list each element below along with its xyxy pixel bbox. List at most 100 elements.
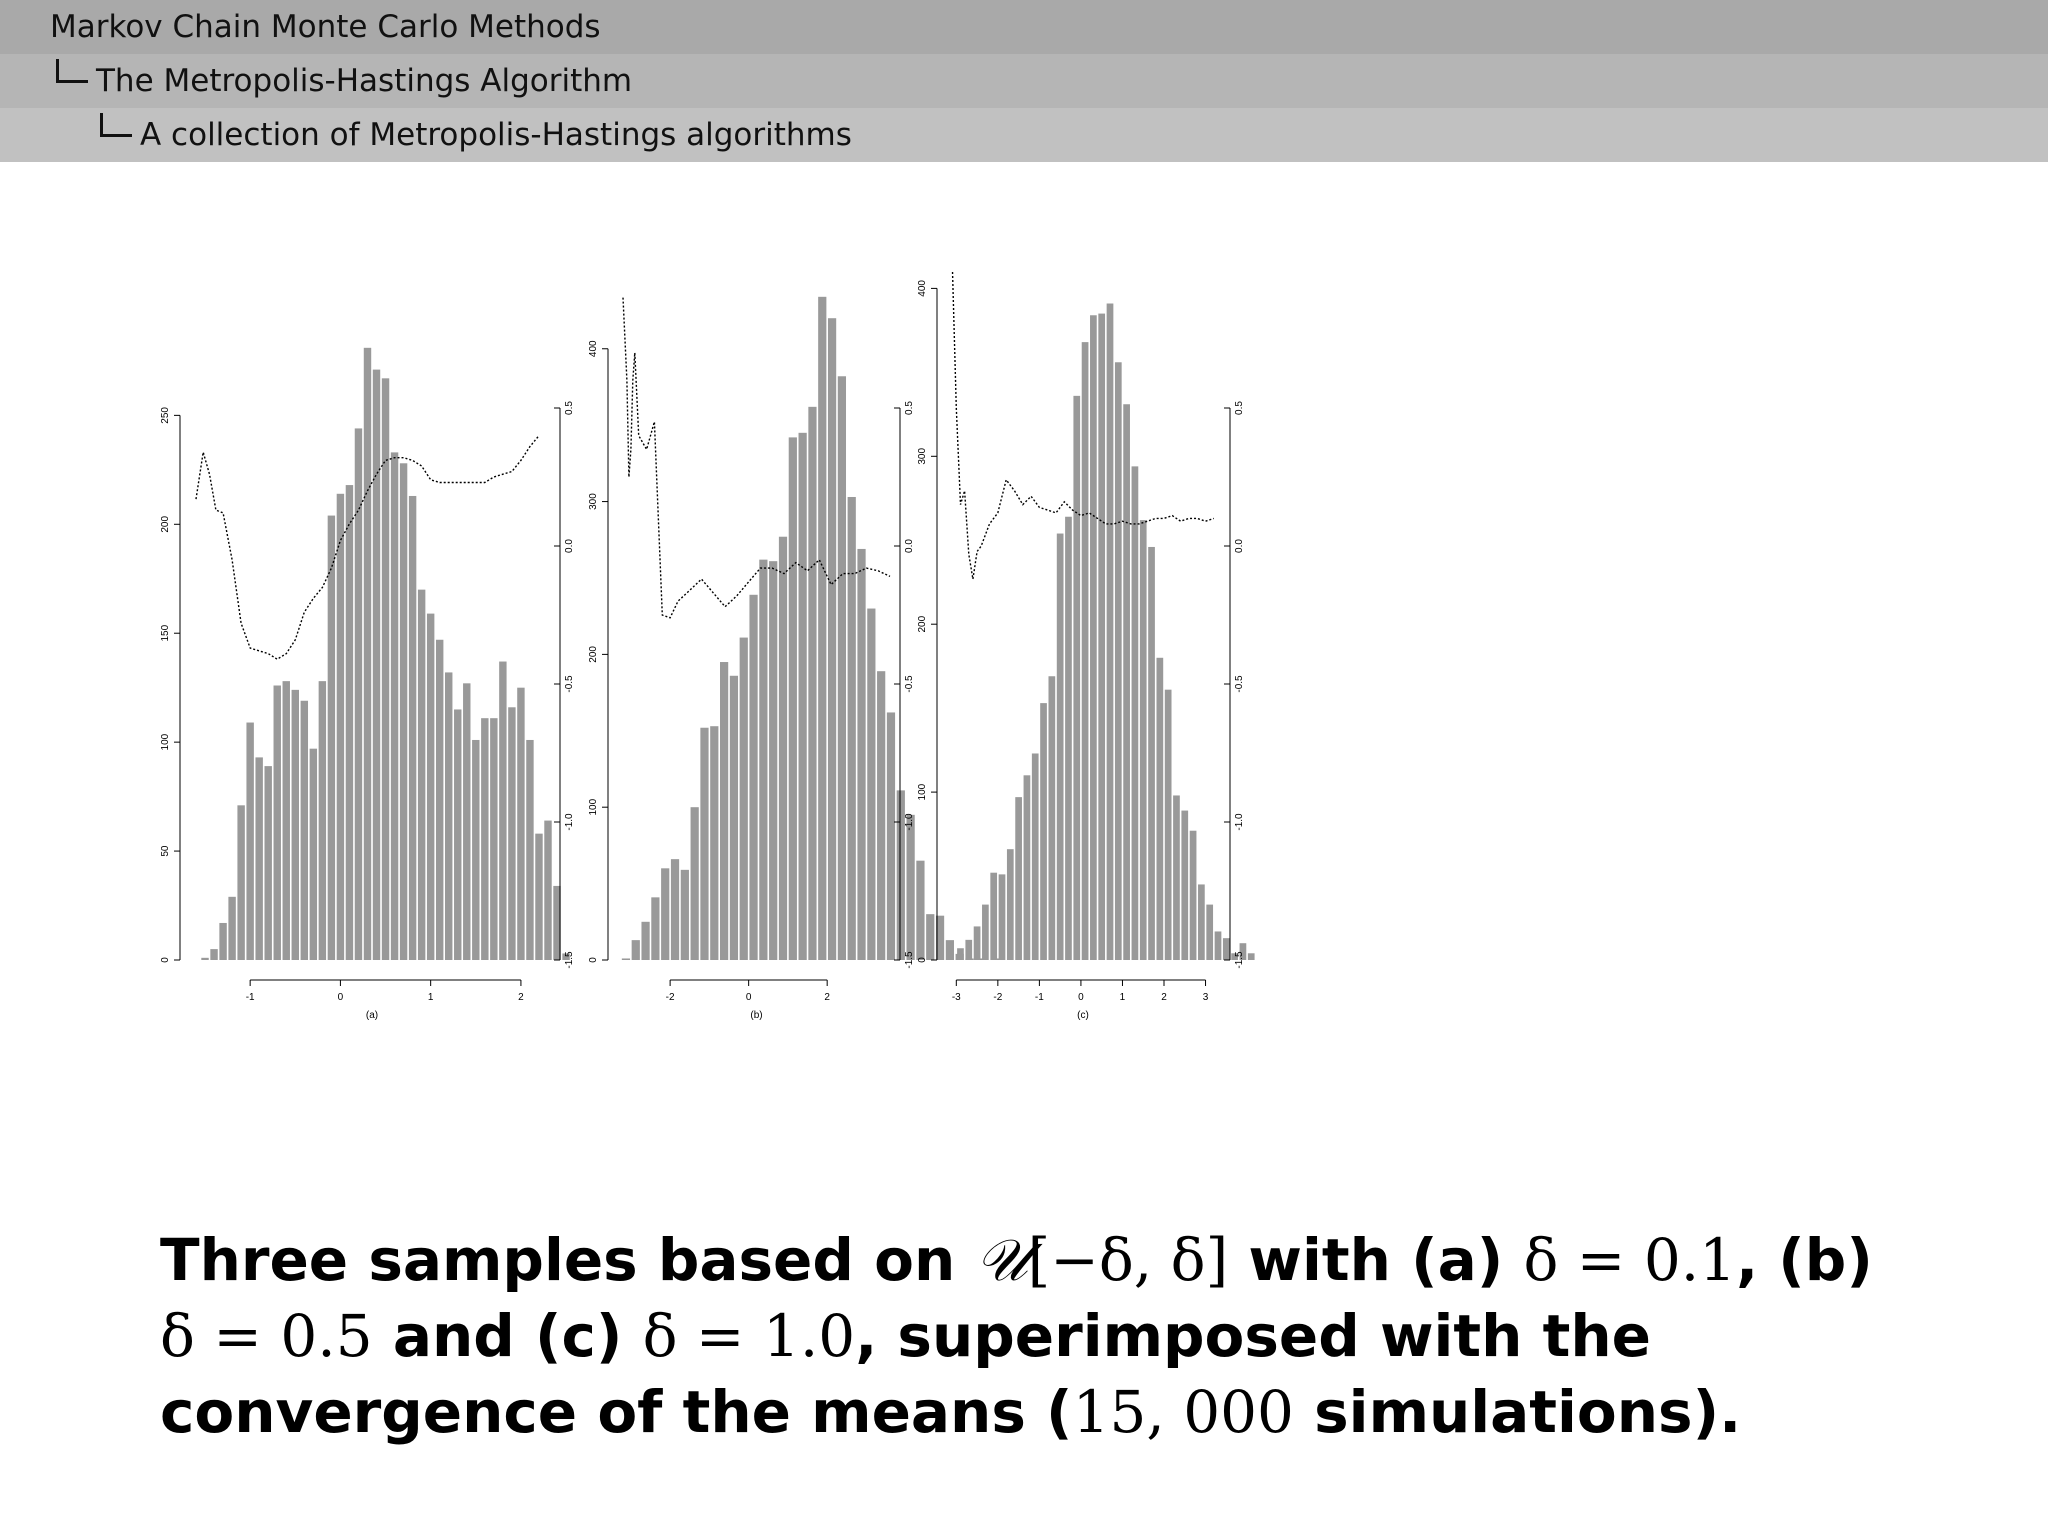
panel-a-bar [264, 766, 272, 960]
panel-b-bar [827, 318, 837, 960]
panel-c-y-tick-label-left: 200 [917, 615, 928, 632]
panel-b-bar [641, 921, 650, 960]
tree-elbow-icon [56, 59, 88, 83]
panel-a-bar [399, 463, 408, 960]
panel-a-bar [282, 681, 290, 960]
panel-c-x-tick-label: -3 [952, 992, 961, 1003]
breadcrumb-level2: The Metropolis-Hastings Algorithm [96, 63, 633, 99]
panel-c-x-tick-label: 0 [1078, 992, 1084, 1003]
panel-a-bar [417, 589, 426, 960]
caption-text: , superimposed with the convergence of t… [160, 1302, 1651, 1446]
panel-b-bar [778, 536, 788, 960]
panel-c-x-tick-label: -1 [1035, 992, 1044, 1003]
panel-c-bar [1048, 676, 1056, 960]
panel-c-bar [965, 939, 973, 960]
panel-c-bar [1173, 795, 1180, 960]
panel-b-x-tick-label: 0 [746, 992, 752, 1003]
panel-c-bar [1090, 315, 1097, 960]
tree-elbow-icon [100, 113, 132, 137]
panel-a-bar [318, 681, 327, 960]
panel-a-bar [535, 833, 543, 960]
panel-c-bar [1081, 342, 1089, 961]
panel-c-bar [1023, 775, 1031, 960]
panel-b-bar [808, 406, 817, 961]
panel-b-bar [769, 561, 778, 960]
panel-a-bar [246, 722, 254, 960]
panel-c-bar [990, 872, 998, 960]
panel-b-bar [749, 594, 758, 960]
panel-c-y-tick-label-left: 400 [917, 280, 928, 297]
panel-b-bar [670, 859, 680, 960]
caption-math-interval: [−δ, δ] [1027, 1226, 1229, 1294]
panel-c-bar [1073, 395, 1081, 960]
panel-a-bar [273, 685, 281, 960]
panel-c-bar [1247, 953, 1255, 960]
panel-a-y-tick-label-left: 50 [160, 845, 171, 857]
panel-b-bar [788, 437, 797, 960]
panel-b-bar [896, 790, 905, 960]
panel-a-bar [381, 378, 390, 961]
panel-a-y-tick-label-right: 0.5 [564, 401, 575, 415]
panel-a-bar [463, 683, 471, 960]
panel-b-bar [906, 814, 915, 960]
panel-b-label: (b) [750, 1010, 762, 1021]
panel-c-bar [1231, 953, 1238, 960]
panel-c-bar [1106, 303, 1114, 960]
panel-b-bar [710, 726, 719, 960]
panel-c-bar [1114, 362, 1122, 960]
panel-b-bar [759, 559, 768, 960]
caption-text: with (a) [1228, 1226, 1524, 1294]
panel-b-bar [651, 897, 660, 960]
caption-text: simulations). [1293, 1378, 1742, 1446]
panel-b-bar [661, 868, 670, 960]
panel-c-bar [1065, 516, 1072, 960]
panel-c-y-tick-label-left: 100 [917, 783, 928, 800]
panel-a-y-tick-label-left: 0 [160, 957, 171, 963]
panel-c-x-tick-label: 3 [1203, 992, 1209, 1003]
panel-c-x-tick-label: 2 [1161, 992, 1167, 1003]
breadcrumb-section: Markov Chain Monte Carlo Methods [0, 0, 2048, 54]
panel-c-bar [1131, 466, 1139, 960]
panel-a-bar [390, 452, 399, 960]
panel-c-mean-line [951, 270, 1215, 580]
panel-c-bar [973, 926, 981, 960]
panel-b-bar [886, 712, 896, 960]
panel-a-y-tick-label-left: 100 [160, 733, 171, 750]
panel-c-bar [1164, 689, 1172, 960]
caption-text: , (b) [1736, 1226, 1873, 1294]
breadcrumb-level1: Markov Chain Monte Carlo Methods [50, 9, 601, 45]
panel-a-bar [228, 896, 236, 960]
panel-a-bar [219, 922, 227, 960]
panel-b-bar [867, 608, 876, 960]
panel-b-y-tick-label-right: 0.5 [904, 401, 915, 415]
panel-b-y-tick-label-left: 400 [588, 340, 599, 357]
panel-a-bar [291, 689, 299, 960]
caption-text: Three samples based on [160, 1226, 976, 1294]
panel-a-label: (a) [366, 1010, 378, 1021]
panel-a-bar [300, 700, 309, 960]
panel-a-bar [454, 709, 462, 960]
panel-a-bar [237, 805, 245, 960]
panel-a-y-tick-label-left: 150 [160, 624, 171, 641]
panel-b-bar [739, 637, 748, 960]
panel-a-bar [309, 748, 318, 960]
panel-c-y-tick-label-left: 300 [917, 448, 928, 465]
panel-c-bar [957, 948, 964, 960]
panel-b-y-tick-label-right: -0.5 [904, 675, 915, 693]
panel-a-bar [354, 428, 363, 960]
panel-b-y-tick-label-right: -1.0 [904, 813, 915, 831]
panel-b-bar [926, 914, 935, 960]
panel-a-x-tick-label: 1 [428, 992, 434, 1003]
breadcrumb-subsubsection: A collection of Metropolis-Hastings algo… [0, 108, 2048, 162]
panel-c-y-tick-label-right: -1.5 [1234, 951, 1245, 969]
panel-a-y-tick-label-left: 200 [160, 516, 171, 533]
caption-math-c: δ = 1.0 [642, 1302, 856, 1370]
panel-b-x-tick-label: 2 [824, 992, 830, 1003]
figure-caption: Three samples based on 𝒰[−δ, δ] with (a)… [160, 1222, 1920, 1450]
panel-a-y-tick-label-left: 250 [160, 407, 171, 424]
panel-a-bar [426, 613, 435, 960]
panel-b-mean-line [622, 297, 891, 619]
panel-c-bar [1139, 520, 1147, 960]
panel-b-bar [877, 671, 886, 960]
panel-a-bar [517, 687, 525, 960]
